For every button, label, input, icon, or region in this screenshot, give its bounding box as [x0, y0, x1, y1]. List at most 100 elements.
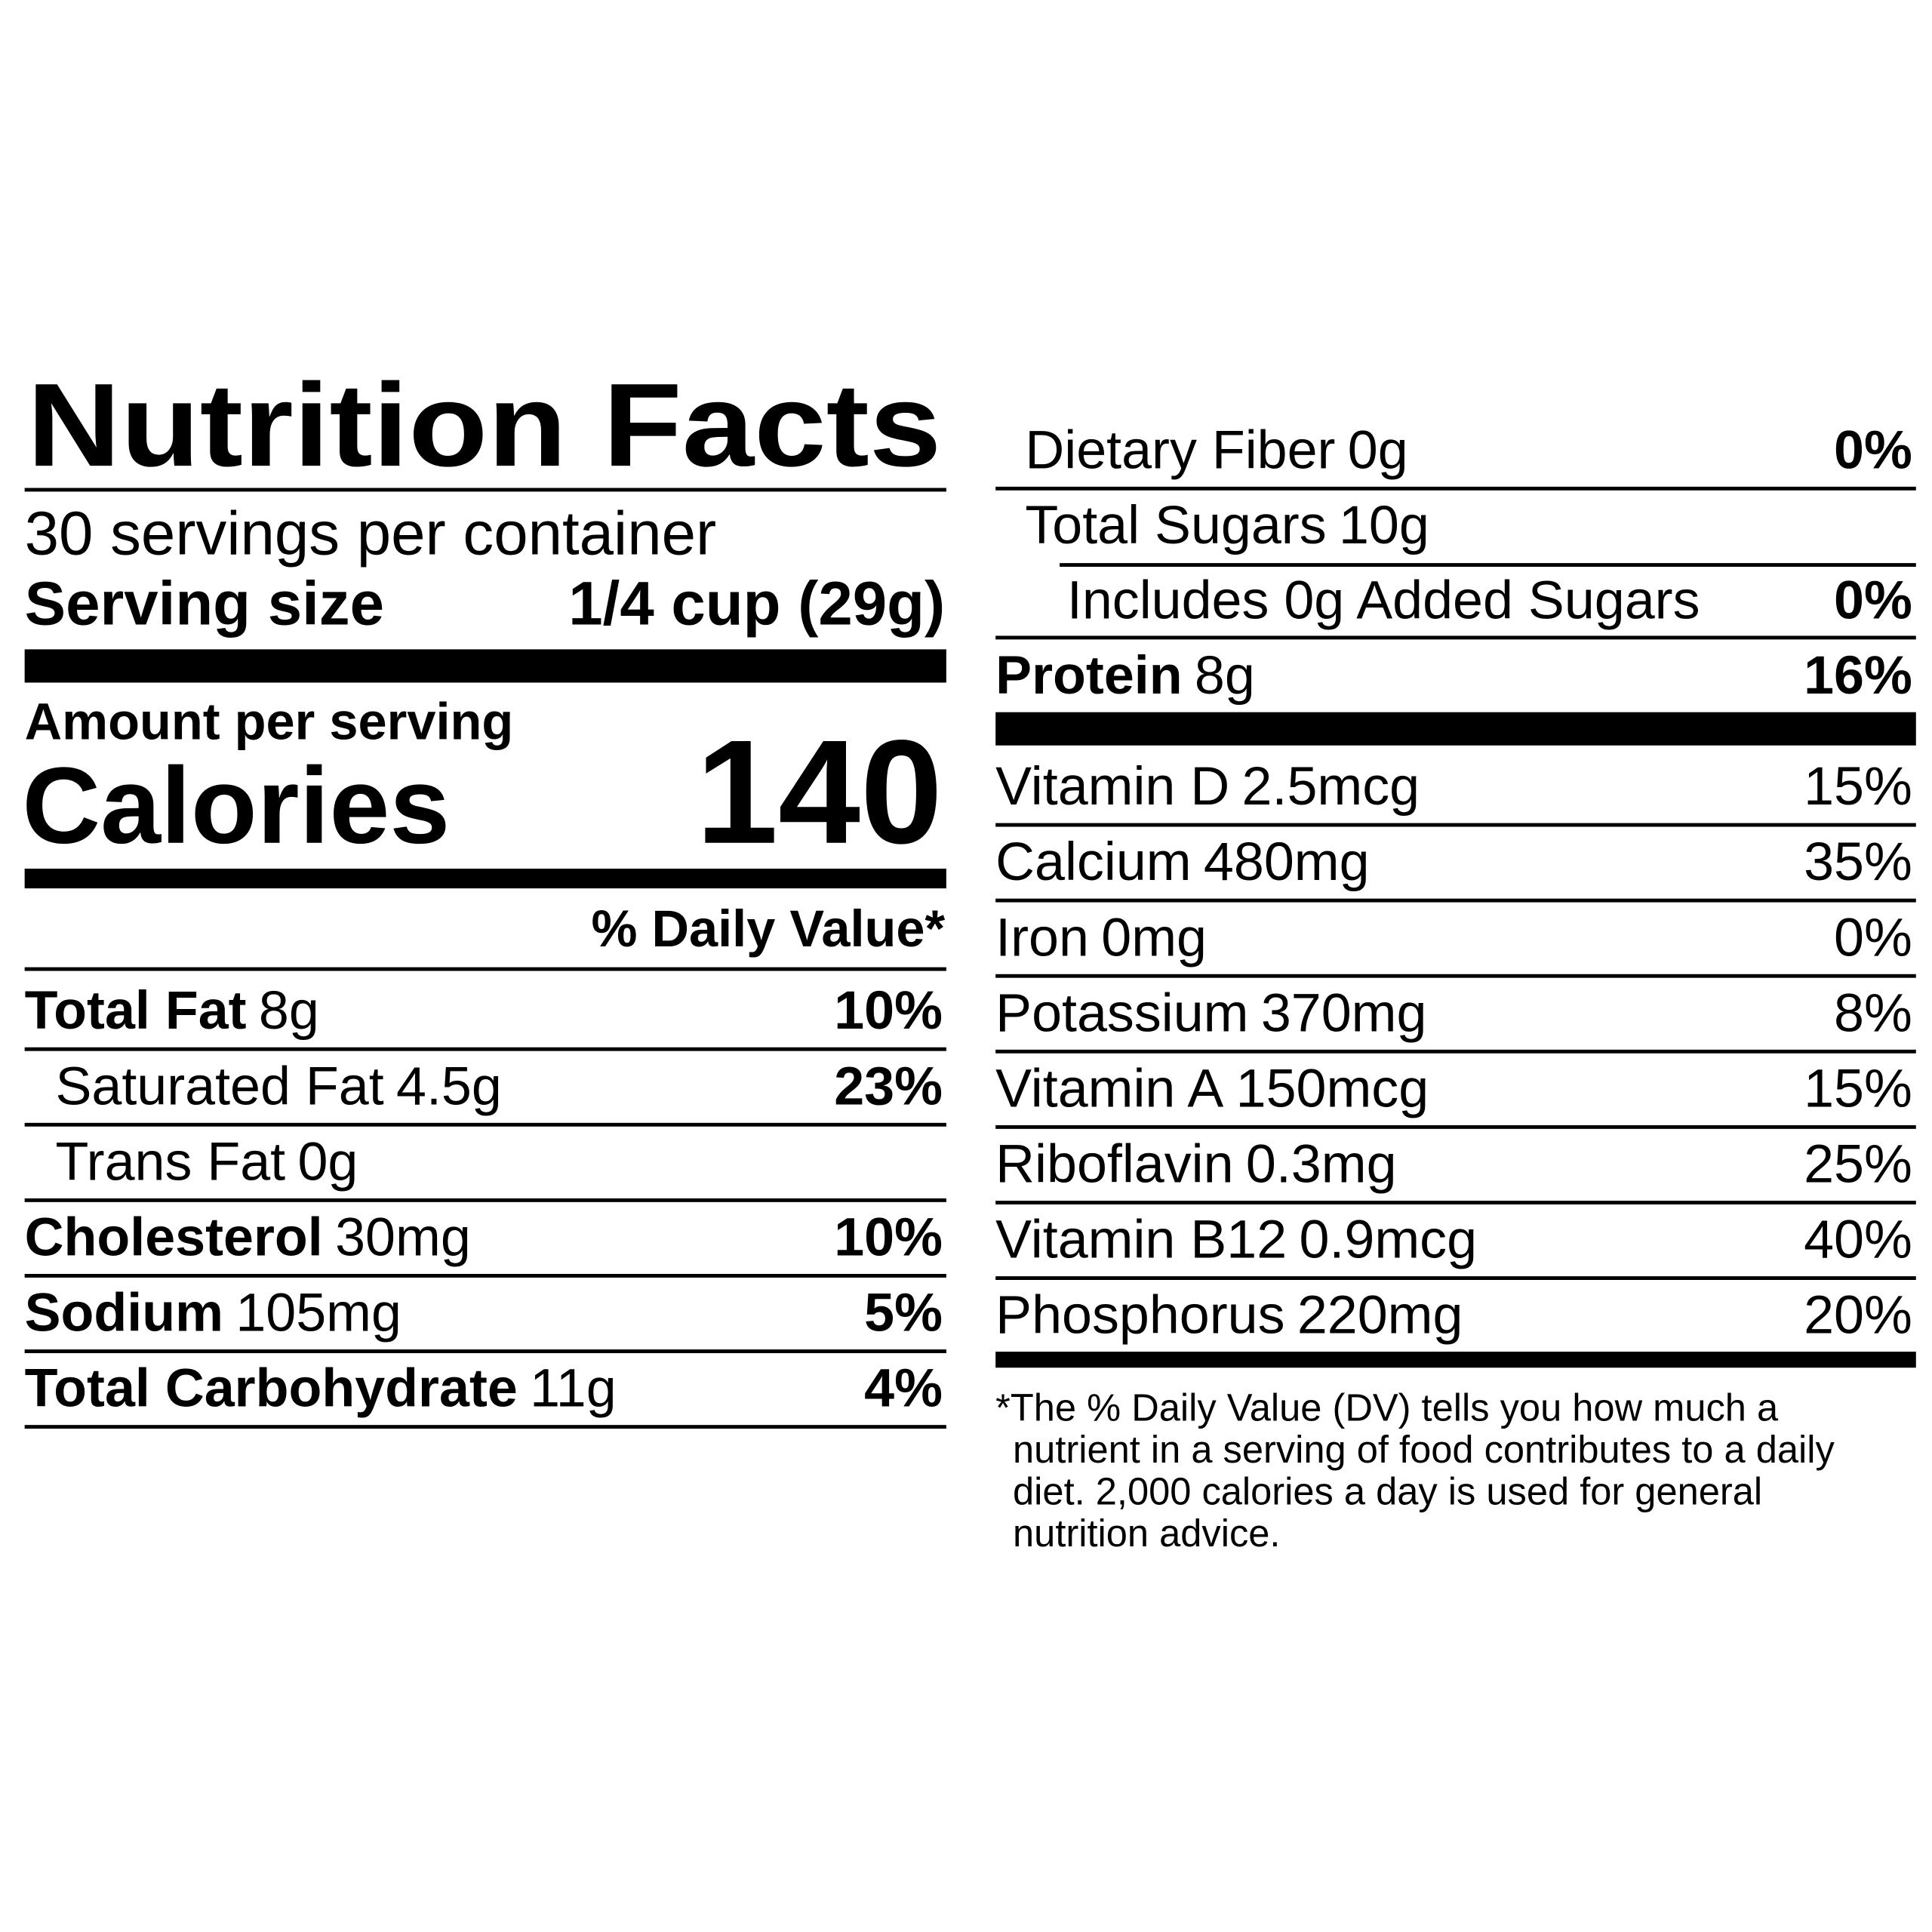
nutrient-amount: 0mg	[1101, 907, 1207, 968]
daily-value-header: % Daily Value*	[591, 900, 945, 958]
footnote-line: nutrition advice.	[1013, 1512, 1280, 1555]
divider	[995, 974, 1916, 978]
nutrient-name: Saturated Fat	[55, 1056, 383, 1116]
nutrient-row: Riboflavin 0.3mg	[995, 1134, 1396, 1195]
nutrient-name: Riboflavin	[995, 1134, 1233, 1195]
divider	[995, 1276, 1916, 1281]
divider	[24, 1274, 946, 1278]
daily-value: 16%	[1804, 645, 1912, 706]
daily-value: 23%	[834, 1056, 943, 1116]
nutrient-amount: 10g	[1339, 495, 1429, 555]
nutrient-name: Protein	[995, 645, 1182, 706]
nutrient-name: Sodium	[25, 1283, 223, 1343]
nutrient-name: Total Fat	[25, 980, 247, 1041]
nutrient-row: Dietary Fiber 0g	[1025, 420, 1407, 480]
divider	[1060, 563, 1916, 568]
thick-bar	[24, 869, 946, 889]
nutrient-name: Potassium	[995, 983, 1248, 1043]
daily-value: 35%	[1804, 832, 1912, 892]
nutrient-amount: 2.5mcg	[1242, 756, 1420, 817]
daily-value: 40%	[1804, 1210, 1912, 1270]
nutrient-name: Vitamin A	[995, 1058, 1223, 1118]
nutrient-row: Saturated Fat 4.5g	[55, 1056, 501, 1116]
nutrient-row: Cholesterol 30mg	[25, 1208, 471, 1268]
daily-value: 0%	[1834, 571, 1912, 631]
nutrient-name: Vitamin D	[995, 756, 1229, 817]
daily-value: 10%	[834, 1208, 943, 1268]
servings: 30 servings per container	[25, 500, 717, 568]
daily-value: 15%	[1804, 1058, 1912, 1118]
nutrient-row: Potassium 370mg	[995, 983, 1426, 1043]
footnote-line: *The % Daily Value (DV) tells you how mu…	[995, 1386, 1779, 1429]
nutrient-amount: 150mcg	[1236, 1058, 1429, 1118]
calories-value: 140	[696, 709, 943, 875]
divider	[995, 823, 1916, 827]
divider	[995, 635, 1916, 640]
divider	[24, 1425, 946, 1429]
nutrient-amount: 30mg	[335, 1208, 471, 1268]
amount-per-serving: Amount per serving	[25, 693, 514, 751]
divider	[24, 1122, 946, 1127]
nutrient-amount: 8g	[259, 980, 319, 1041]
nutrient-row: Total Sugars 10g	[1025, 495, 1429, 555]
serving-size-label: Serving size	[25, 570, 384, 638]
nutrient-name: Includes 0g Added Sugars	[1067, 571, 1700, 631]
nutrient-amount: 370mg	[1261, 983, 1427, 1043]
nutrient-amount: 0g	[297, 1131, 358, 1192]
thick-bar	[24, 649, 946, 683]
nutrient-row: Total Fat 8g	[25, 980, 319, 1041]
nutrient-amount: 0.3mg	[1246, 1134, 1397, 1195]
nutrient-amount: 8g	[1195, 645, 1255, 706]
nutrient-amount: 0.9mcg	[1299, 1210, 1477, 1270]
nutrient-amount: 4.5g	[396, 1056, 502, 1116]
nutrient-row: Calcium 480mg	[995, 832, 1369, 892]
daily-value: 4%	[864, 1358, 943, 1419]
nutrient-name: Vitamin B12	[995, 1210, 1287, 1270]
daily-value: 0%	[1834, 420, 1912, 480]
daily-value: 15%	[1804, 756, 1912, 817]
nutrient-row: Includes 0g Added Sugars	[1067, 571, 1700, 631]
daily-value: 5%	[864, 1283, 943, 1343]
serving-size-value: 1/4 cup (29g)	[568, 570, 945, 638]
nutrient-amount: 480mg	[1204, 832, 1370, 892]
nutrient-row: Trans Fat 0g	[55, 1131, 358, 1192]
nutrient-amount: 105mg	[235, 1283, 401, 1343]
footnote-line: diet. 2,000 calories a day is used for g…	[1013, 1469, 1762, 1512]
nutrient-row: Vitamin B12 0.9mcg	[995, 1210, 1477, 1270]
divider	[24, 967, 946, 971]
nutrient-row: Sodium 105mg	[25, 1283, 401, 1343]
daily-value: 8%	[1834, 983, 1912, 1043]
divider	[24, 1349, 946, 1353]
thick-bar	[995, 1352, 1916, 1368]
divider	[24, 1047, 946, 1051]
nutrient-name: Cholesterol	[25, 1208, 323, 1268]
daily-value: 20%	[1804, 1285, 1912, 1346]
nutrient-name: Total Carbohydrate	[25, 1358, 518, 1419]
daily-value: 25%	[1804, 1134, 1912, 1195]
divider	[995, 1201, 1916, 1204]
nutrient-row: Total Carbohydrate 11g	[25, 1358, 617, 1419]
nutrient-name: Iron	[995, 907, 1089, 968]
nutrient-name: Dietary Fiber	[1025, 420, 1335, 480]
nutrient-name: Total Sugars	[1025, 495, 1326, 555]
nutrient-row: Protein 8g	[995, 645, 1255, 706]
nutrient-row: Vitamin A 150mcg	[995, 1058, 1429, 1118]
divider	[24, 1198, 946, 1202]
calories-label: Calories	[22, 746, 450, 866]
divider	[995, 1124, 1916, 1129]
daily-value: 10%	[834, 980, 943, 1041]
nutrient-row: Iron 0mg	[995, 907, 1207, 968]
nutrient-name: Trans Fat	[55, 1131, 285, 1192]
daily-value: 0%	[1834, 907, 1912, 968]
nutrient-amount: 0g	[1348, 420, 1408, 480]
divider	[995, 898, 1916, 903]
footnote-line: nutrient in a serving of food contribute…	[1013, 1428, 1835, 1471]
nutrient-name: Calcium	[995, 832, 1191, 892]
title: Nutrition Facts	[27, 359, 941, 491]
divider	[995, 486, 1916, 491]
nutrient-amount: 11g	[530, 1358, 617, 1419]
divider	[24, 488, 946, 492]
nutrient-row: Vitamin D 2.5mcg	[995, 756, 1420, 817]
